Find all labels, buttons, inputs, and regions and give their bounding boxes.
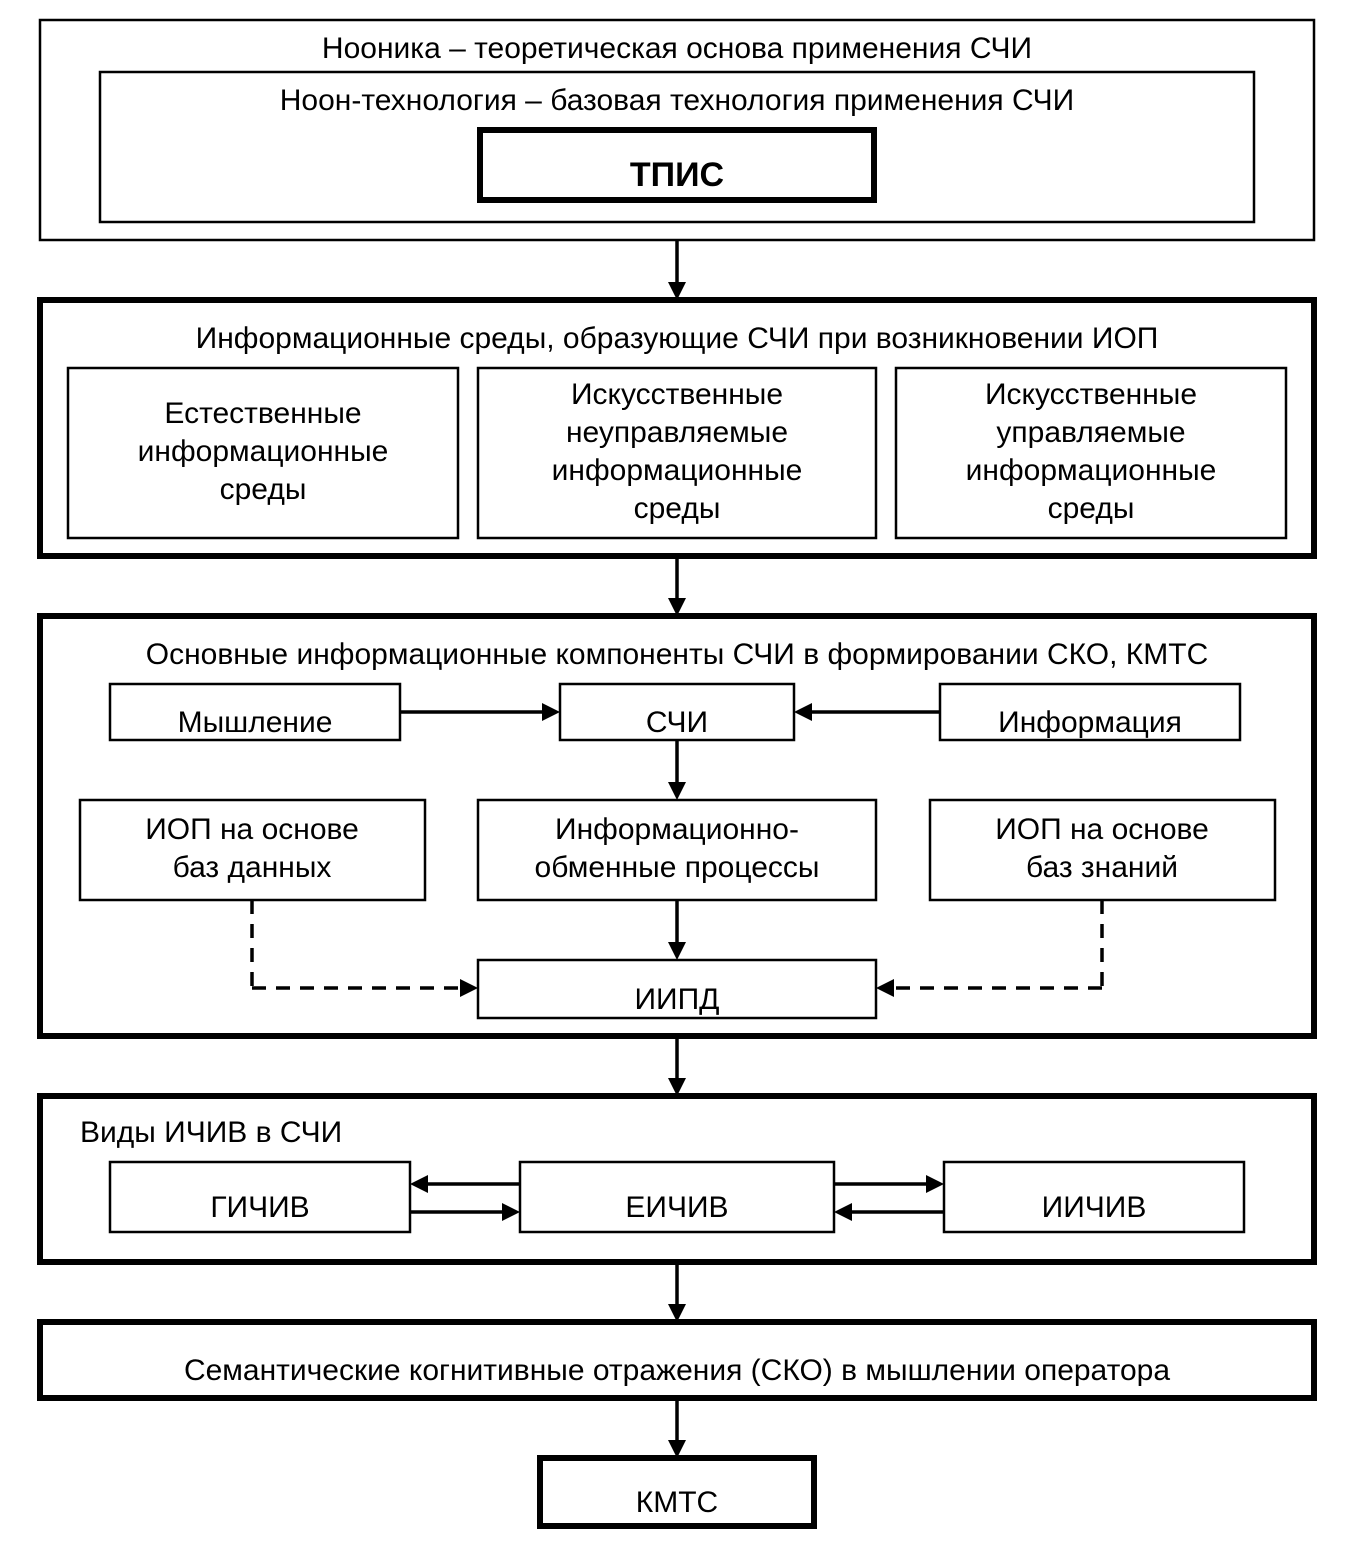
label: обменные процессы bbox=[535, 851, 820, 884]
label: баз знаний bbox=[1026, 851, 1178, 884]
label: ГИЧИВ bbox=[210, 1191, 309, 1224]
label: ИИЧИВ bbox=[1042, 1191, 1147, 1224]
label: ИИПД bbox=[634, 983, 719, 1016]
label: информационные bbox=[552, 454, 803, 487]
label: Нооника – теоретическая основа применени… bbox=[322, 32, 1032, 65]
arrowhead bbox=[410, 1175, 428, 1193]
label: Информационно- bbox=[555, 813, 799, 846]
label: Искусственные bbox=[985, 378, 1197, 411]
arrowhead bbox=[834, 1203, 852, 1221]
label: Семантические когнитивные отражения (СКО… bbox=[184, 1354, 1170, 1387]
arrowhead bbox=[668, 942, 686, 960]
label: информационные bbox=[138, 435, 389, 468]
label: среды bbox=[634, 492, 721, 525]
label: информационные bbox=[966, 454, 1217, 487]
flowchart-diagram: Нооника – теоретическая основа применени… bbox=[0, 0, 1354, 1548]
arrowhead bbox=[926, 1175, 944, 1193]
label: Искусственные bbox=[571, 378, 783, 411]
label: Естественные bbox=[164, 397, 361, 430]
label: Мышление bbox=[178, 706, 333, 739]
label: ТПИС bbox=[630, 156, 724, 194]
label: управляемые bbox=[996, 416, 1185, 449]
label: КМТС bbox=[636, 1486, 718, 1519]
label: Виды ИЧИВ в СЧИ bbox=[80, 1116, 342, 1149]
label: среды bbox=[220, 473, 307, 506]
arrowhead bbox=[542, 703, 560, 721]
label: баз данных bbox=[173, 851, 332, 884]
label: Информационные среды, образующие СЧИ при… bbox=[196, 322, 1159, 355]
label: ИОП на основе bbox=[145, 813, 359, 846]
label: Ноон-технология – базовая технология при… bbox=[280, 84, 1074, 117]
label: Информация bbox=[998, 706, 1182, 739]
arrowhead bbox=[460, 979, 478, 997]
arrowhead bbox=[794, 703, 812, 721]
arrowhead bbox=[502, 1203, 520, 1221]
label: ИОП на основе bbox=[995, 813, 1209, 846]
arrowhead bbox=[876, 979, 894, 997]
label: ЕИЧИВ bbox=[625, 1191, 728, 1224]
label: неуправляемые bbox=[566, 416, 788, 449]
label: Основные информационные компоненты СЧИ в… bbox=[146, 638, 1208, 671]
label: среды bbox=[1048, 492, 1135, 525]
arrowhead bbox=[668, 782, 686, 800]
label: СЧИ bbox=[646, 706, 708, 739]
